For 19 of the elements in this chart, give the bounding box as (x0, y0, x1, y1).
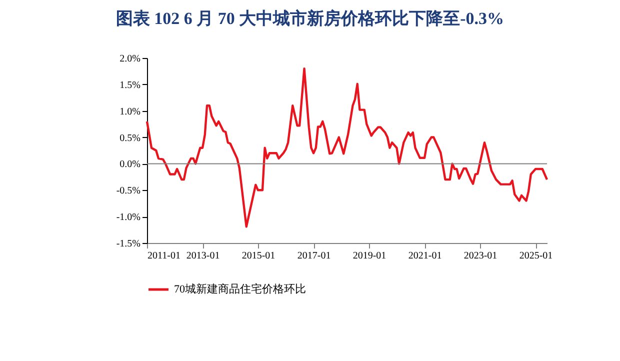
x-tick-label: 2021-01 (408, 250, 442, 262)
y-tick-label: 1.5% (120, 80, 140, 91)
x-tick-label: 2023-01 (464, 250, 498, 262)
y-tick-label: 0.5% (120, 132, 140, 144)
x-tick-label: 2011-01 (148, 250, 180, 262)
x-tick-label: 2025-01 (519, 250, 553, 262)
line-series (146, 67, 548, 228)
y-tick-label: 1.0% (120, 106, 140, 118)
y-tick-label: -1.5% (116, 238, 140, 250)
legend-label: 70城新建商品住宅价格环比 (174, 282, 306, 296)
y-tick-label: -1.0% (116, 212, 140, 224)
y-tick-label: 2.0% (120, 54, 140, 64)
x-tick-label: 2013-01 (186, 250, 220, 262)
x-tick-label: 2019-01 (352, 250, 386, 262)
y-tick-label: 0.0% (120, 159, 140, 170)
chart-title: 图表 102 6 月 70 大中城市新房价格环比下降至-0.3% (116, 9, 504, 28)
y-tick-label: -0.5% (116, 186, 140, 197)
x-tick-label: 2015-01 (242, 250, 276, 262)
x-tick-label: 2017-01 (297, 250, 331, 262)
